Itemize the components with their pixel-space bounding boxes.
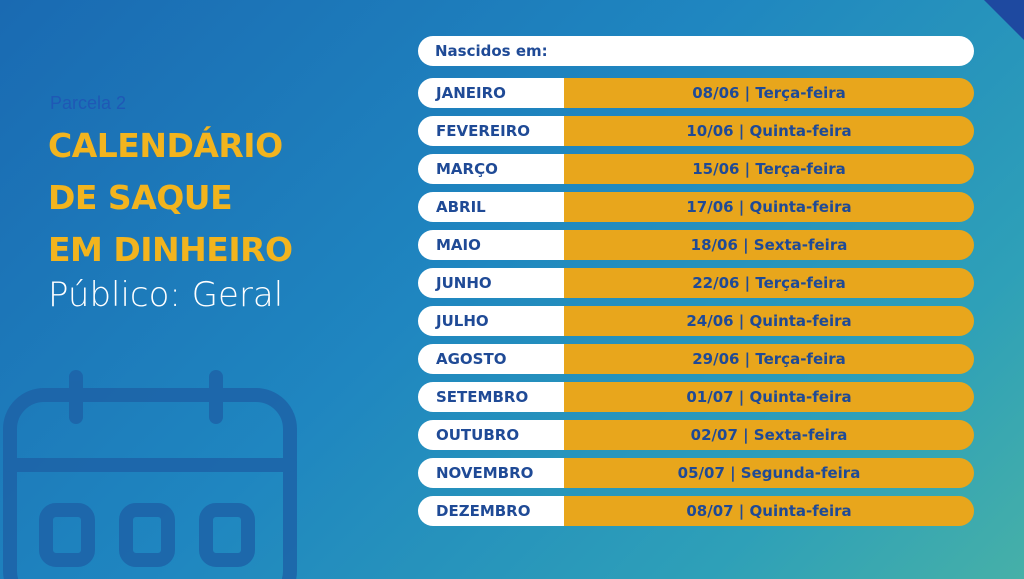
month-cell: OUTUBRO [418,420,568,450]
table-row: DEZEMBRO 08/07 | Quinta-feira [418,496,974,526]
table-row: AGOSTO 29/06 | Terça-feira [418,344,974,374]
date-cell: 05/07 | Segunda-feira [564,458,974,488]
date-cell: 29/06 | Terça-feira [564,344,974,374]
table-row: OUTUBRO 02/07 | Sexta-feira [418,420,974,450]
month-cell: AGOSTO [418,344,568,374]
table-row: JANEIRO 08/06 | Terça-feira [418,78,974,108]
table-header: Nascidos em: [418,36,974,66]
date-cell: 18/06 | Sexta-feira [564,230,974,260]
corner-decoration [984,0,1024,40]
title-line: DE SAQUE [48,178,233,217]
date-cell: 08/06 | Terça-feira [564,78,974,108]
table-row: SETEMBRO 01/07 | Quinta-feira [418,382,974,412]
date-cell: 15/06 | Terça-feira [564,154,974,184]
schedule-table: Nascidos em: JANEIRO 08/06 | Terça-feira… [418,36,974,526]
month-cell: MAIO [418,230,568,260]
month-cell: MARÇO [418,154,568,184]
date-cell: 17/06 | Quinta-feira [564,192,974,222]
audience-label: Público: Geral [48,275,284,315]
calendar-icon [3,370,297,579]
date-cell: 02/07 | Sexta-feira [564,420,974,450]
month-cell: FEVEREIRO [418,116,568,146]
month-cell: DEZEMBRO [418,496,568,526]
table-row: NOVEMBRO 05/07 | Segunda-feira [418,458,974,488]
date-cell: 22/06 | Terça-feira [564,268,974,298]
table-row: ABRIL 17/06 | Quinta-feira [418,192,974,222]
month-cell: JUNHO [418,268,568,298]
parcela-label: Parcela 2 [50,93,127,113]
date-cell: 10/06 | Quinta-feira [564,116,974,146]
month-cell: SETEMBRO [418,382,568,412]
table-row: FEVEREIRO 10/06 | Quinta-feira [418,116,974,146]
date-cell: 08/07 | Quinta-feira [564,496,974,526]
title-line: EM DINHEIRO [48,230,293,269]
date-cell: 24/06 | Quinta-feira [564,306,974,336]
month-cell: ABRIL [418,192,568,222]
page-title: CALENDÁRIO DE SAQUE EM DINHEIRO [48,120,293,276]
month-cell: JANEIRO [418,78,568,108]
month-cell: NOVEMBRO [418,458,568,488]
table-row: MAIO 18/06 | Sexta-feira [418,230,974,260]
date-cell: 01/07 | Quinta-feira [564,382,974,412]
table-row: JULHO 24/06 | Quinta-feira [418,306,974,336]
table-row: MARÇO 15/06 | Terça-feira [418,154,974,184]
table-row: JUNHO 22/06 | Terça-feira [418,268,974,298]
title-line: CALENDÁRIO [48,126,283,165]
month-cell: JULHO [418,306,568,336]
